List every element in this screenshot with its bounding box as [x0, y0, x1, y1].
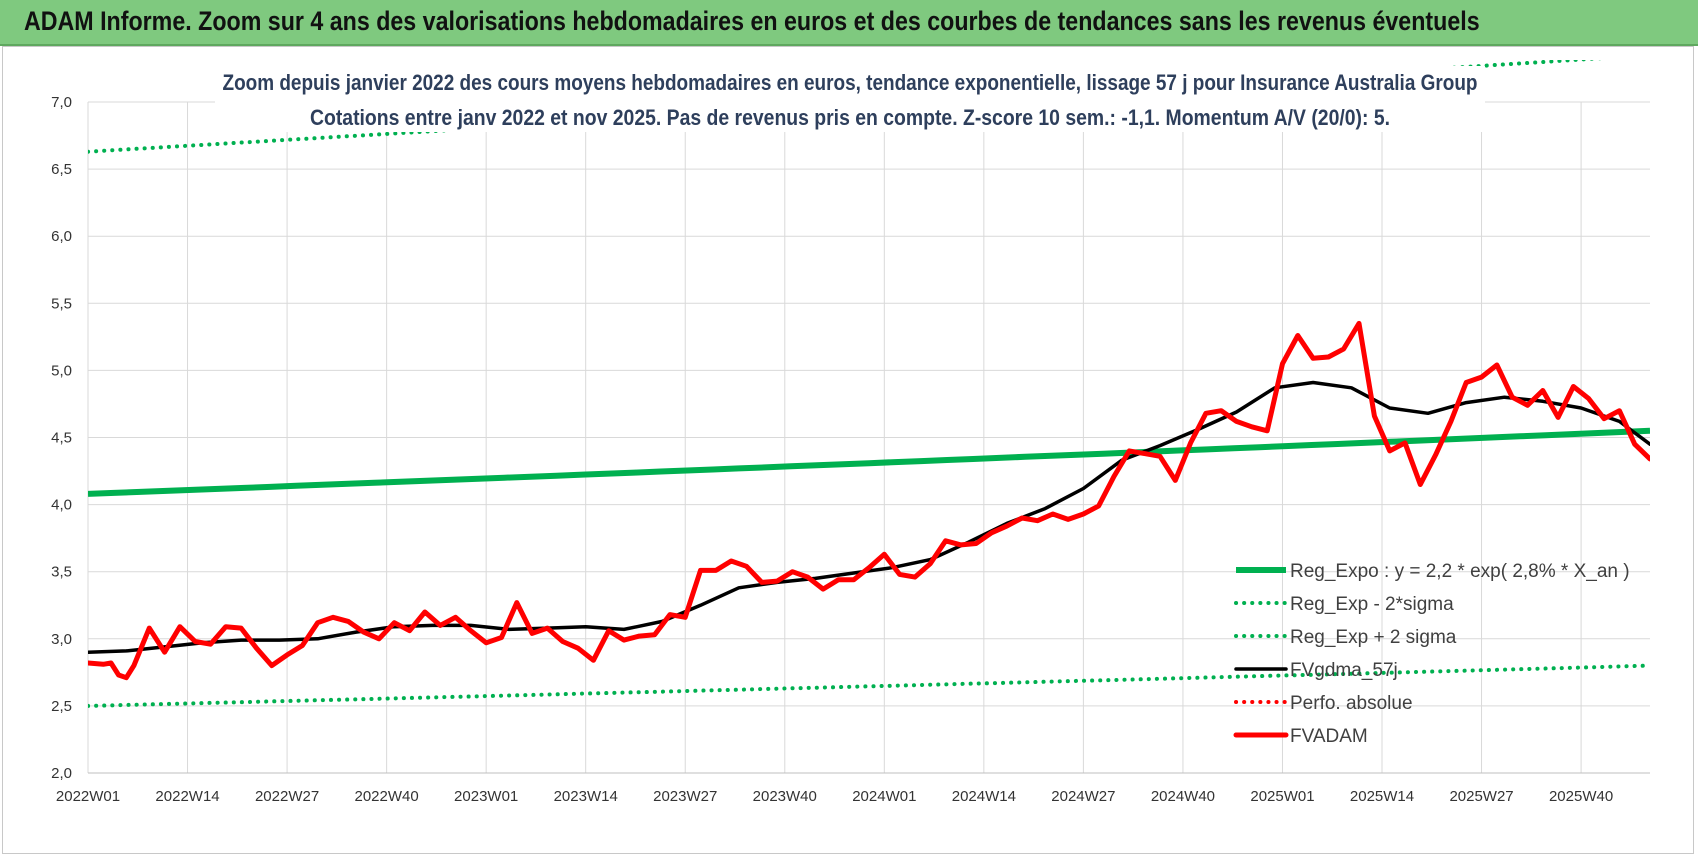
legend-label: Reg_Exp + 2 sigma	[1290, 627, 1457, 648]
series-line-5	[88, 320, 1650, 681]
y-tick-label: 5,0	[51, 362, 72, 379]
x-tick-label: 2023W27	[653, 788, 717, 805]
x-tick-label: 2025W27	[1449, 788, 1513, 805]
chart-title-line-1: Zoom depuis janvier 2022 des cours moyen…	[223, 70, 1478, 95]
x-tick-label: 2024W01	[852, 788, 916, 805]
x-tick-label: 2025W14	[1350, 788, 1414, 805]
legend-label: FVADAM	[1290, 726, 1368, 747]
x-tick-label: 2022W27	[255, 788, 319, 805]
y-tick-label: 2,0	[51, 765, 72, 782]
y-tick-label: 7,0	[51, 94, 72, 111]
series-line-1	[88, 663, 1650, 708]
x-tick-label: 2024W14	[952, 788, 1016, 805]
y-tick-label: 5,5	[51, 295, 72, 312]
y-tick-label: 2,5	[51, 698, 72, 715]
x-tick-label: 2024W40	[1151, 788, 1215, 805]
legend-label: FVgdma_57j	[1290, 660, 1398, 681]
x-tick-label: 2023W40	[753, 788, 817, 805]
x-tick-label: 2022W40	[355, 788, 419, 805]
y-tick-label: 3,5	[51, 564, 72, 581]
legend: Reg_Expo : y = 2,2 * exp( 2,8% * X_an ) R…	[1233, 561, 1630, 747]
series-line-3	[88, 380, 1650, 654]
x-tick-label: 2025W40	[1549, 788, 1613, 805]
chart-title-background	[215, 66, 1485, 132]
x-tick-label: 2023W01	[454, 788, 518, 805]
legend-label: Reg_Expo : y = 2,2 * exp( 2,8% * X_an )	[1290, 561, 1630, 582]
y-tick-label: 6,5	[51, 161, 72, 178]
series-line-0	[88, 427, 1650, 497]
y-tick-label: 4,5	[51, 430, 72, 447]
legend-label: Reg_Exp - 2*sigma	[1290, 594, 1454, 615]
x-tick-label: 2025W01	[1250, 788, 1314, 805]
x-tick-label: 2022W14	[155, 788, 219, 805]
chart-title-line-2: Cotations entre janv 2022 et nov 2025. P…	[310, 105, 1390, 130]
legend-label: Perfo. absolue	[1290, 693, 1413, 714]
y-axis-labels: 2,0 2,5 3,0 3,5 4,0 4,5 5,0 5,5 6,0 6,5 7,0	[51, 94, 72, 782]
chart-frame	[2, 46, 1694, 854]
y-tick-label: 4,0	[51, 497, 72, 514]
y-tick-label: 3,0	[51, 631, 72, 648]
banner-title: ADAM Informe. Zoom sur 4 ans des valoris…	[24, 6, 1480, 36]
x-tick-label: 2022W01	[56, 788, 120, 805]
header-banner: ADAM Informe. Zoom sur 4 ans des valoris…	[0, 0, 1698, 46]
x-tick-label: 2024W27	[1051, 788, 1115, 805]
x-tick-label: 2023W14	[554, 788, 618, 805]
x-axis-labels: 2022W01 2022W14 2022W27 2022W40 2023W01 2023W…	[56, 788, 1613, 805]
y-tick-label: 6,0	[51, 228, 72, 245]
